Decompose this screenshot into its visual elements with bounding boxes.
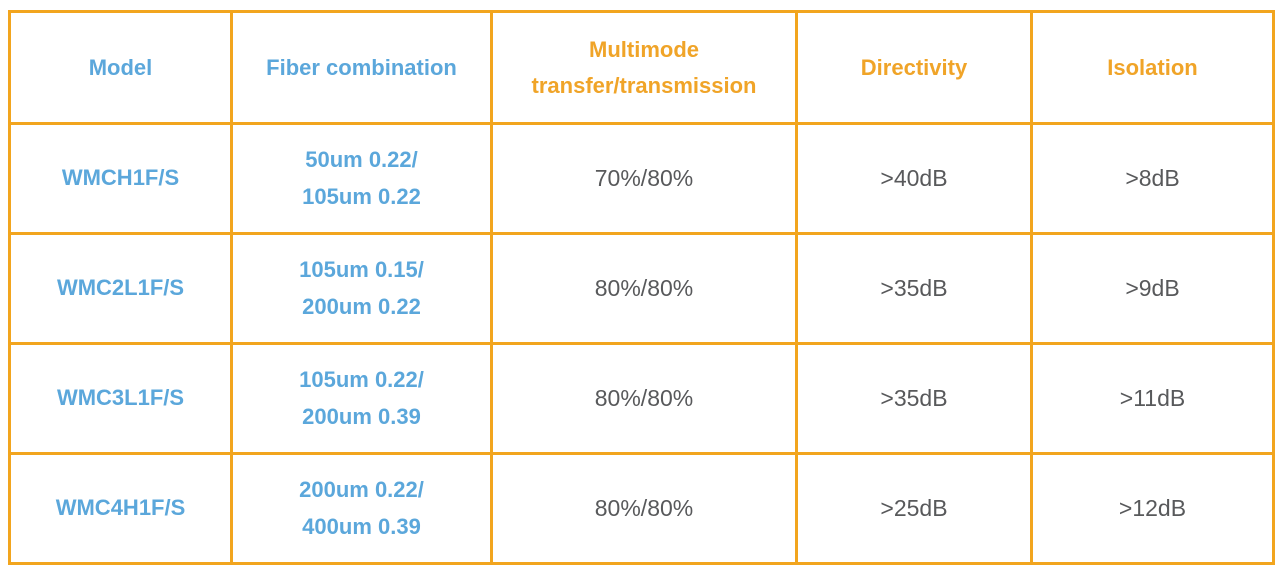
cell-directivity: >35dB (795, 342, 1033, 455)
table-row: WMC4H1F/S 200um 0.22/ 400um 0.39 80%/80%… (8, 452, 1275, 565)
fiber-line-1: 50um 0.22/ (305, 147, 418, 173)
table-row: WMC2L1F/S 105um 0.15/ 200um 0.22 80%/80%… (8, 232, 1275, 345)
fiber-line-1: 105um 0.22/ (299, 367, 424, 393)
cell-multimode-transfer: 80%/80% (490, 342, 798, 455)
cell-directivity: >25dB (795, 452, 1033, 565)
fiber-line-2: 105um 0.22 (302, 183, 421, 209)
header-cell-directivity: Directivity (795, 10, 1033, 125)
cell-fiber-combination: 105um 0.15/ 200um 0.22 (230, 232, 493, 345)
fiber-line-2: 200um 0.39 (302, 403, 421, 429)
fiber-line-1: 200um 0.22/ (299, 477, 424, 503)
table-header-row: Model Fiber combination Multimode transf… (8, 10, 1275, 125)
cell-multimode-transfer: 80%/80% (490, 232, 798, 345)
cell-multimode-transfer: 70%/80% (490, 122, 798, 235)
fiber-coupler-spec-table: Model Fiber combination Multimode transf… (8, 10, 1275, 565)
header-cell-multimode-transfer: Multimode transfer/transmission (490, 10, 798, 125)
fiber-line-1: 105um 0.15/ (299, 257, 424, 283)
table-row: WMC3L1F/S 105um 0.22/ 200um 0.39 80%/80%… (8, 342, 1275, 455)
cell-fiber-combination: 50um 0.22/ 105um 0.22 (230, 122, 493, 235)
cell-model: WMC2L1F/S (8, 232, 233, 345)
cell-isolation: >12dB (1030, 452, 1275, 565)
table-row: WMCH1F/S 50um 0.22/ 105um 0.22 70%/80% >… (8, 122, 1275, 235)
cell-model: WMCH1F/S (8, 122, 233, 235)
fiber-line-2: 200um 0.22 (302, 293, 421, 319)
cell-directivity: >40dB (795, 122, 1033, 235)
cell-fiber-combination: 200um 0.22/ 400um 0.39 (230, 452, 493, 565)
fiber-line-2: 400um 0.39 (302, 513, 421, 539)
cell-fiber-combination: 105um 0.22/ 200um 0.39 (230, 342, 493, 455)
cell-multimode-transfer: 80%/80% (490, 452, 798, 565)
header-cell-isolation: Isolation (1030, 10, 1275, 125)
header-cell-fiber-combination: Fiber combination (230, 10, 493, 125)
cell-isolation: >9dB (1030, 232, 1275, 345)
cell-directivity: >35dB (795, 232, 1033, 345)
cell-model: WMC4H1F/S (8, 452, 233, 565)
cell-isolation: >8dB (1030, 122, 1275, 235)
cell-isolation: >11dB (1030, 342, 1275, 455)
cell-model: WMC3L1F/S (8, 342, 233, 455)
header-cell-model: Model (8, 10, 233, 125)
spec-sheet-page: Model Fiber combination Multimode transf… (0, 10, 1280, 585)
